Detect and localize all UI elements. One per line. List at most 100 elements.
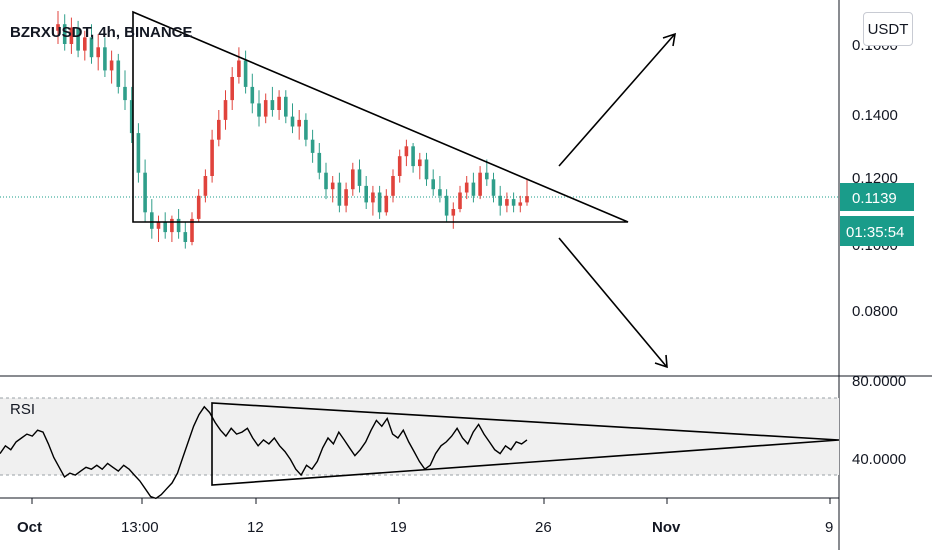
candle-body — [478, 172, 482, 196]
candle-body — [284, 96, 288, 117]
candle-body — [505, 199, 509, 206]
candle-body — [203, 176, 208, 196]
candle-body — [424, 159, 429, 180]
candle-body — [156, 222, 161, 229]
candle-body — [411, 146, 415, 167]
candle-body — [310, 139, 315, 153]
candle-body — [196, 195, 201, 219]
candle-body — [56, 24, 60, 31]
candle-body — [404, 146, 409, 157]
candle-body — [257, 103, 261, 117]
candle-body — [96, 47, 100, 58]
candle-body — [391, 176, 395, 196]
candle-body — [418, 159, 422, 167]
candle-body — [89, 37, 94, 58]
time-axis[interactable]: Oct 13:00 12 19 26 Nov 9 — [17, 498, 833, 536]
candle-body — [143, 172, 147, 213]
candle-body — [444, 195, 449, 216]
candle-body — [511, 199, 516, 206]
rsi-line — [0, 405, 528, 500]
price-axis[interactable]: 0.1600 0.1400 0.1200 0.1000 0.0800 — [852, 37, 898, 320]
candle-body — [451, 209, 456, 216]
candle-body — [297, 119, 301, 127]
candle-body — [330, 182, 335, 190]
candle-body — [270, 100, 275, 110]
candle-body — [123, 86, 127, 101]
chart-title: BZRXUSDT, 4h, BINANCE — [10, 24, 193, 41]
breakout-up-arrow[interactable] — [558, 32, 677, 167]
candle-body — [337, 182, 342, 206]
candle-body — [277, 96, 281, 110]
candle-body — [464, 182, 469, 193]
currency-button[interactable]: USDT — [863, 12, 913, 46]
candle-body — [150, 212, 154, 229]
svg-text:0.1139: 0.1139 — [852, 190, 897, 207]
candle-body — [136, 133, 141, 173]
candle-body — [230, 77, 234, 101]
price-tick-label: 0.1400 — [852, 107, 898, 124]
candle-body — [163, 222, 167, 233]
rsi-triangle-drawing[interactable] — [211, 402, 840, 486]
candle-body — [525, 196, 529, 203]
candle-body — [183, 232, 188, 242]
candle-body — [223, 100, 228, 120]
descending-triangle-drawing[interactable] — [132, 10, 629, 223]
price-tick-label: 0.1200 — [852, 170, 898, 187]
candle-body — [263, 100, 268, 117]
candle-body — [176, 218, 181, 233]
candle-body — [498, 195, 502, 206]
candle-body — [317, 152, 322, 173]
candle-body — [324, 172, 328, 190]
candle-body — [485, 172, 489, 180]
candle-body — [397, 156, 402, 176]
bar-countdown-label: 01:35:54 — [840, 216, 914, 246]
candle-body — [62, 24, 67, 44]
time-tick-label: 19 — [390, 519, 407, 536]
time-tick-label: 13:00 — [121, 519, 159, 536]
candle-body — [217, 119, 221, 140]
candle-body — [250, 86, 255, 104]
candle-body — [129, 100, 134, 134]
candle-body — [431, 179, 435, 190]
candle-body — [243, 60, 248, 87]
time-tick-label: Nov — [652, 519, 681, 536]
candle-body — [83, 37, 87, 51]
candle-body — [491, 179, 496, 196]
candle-body — [438, 189, 442, 196]
rsi-tick-label: 40.0000 — [852, 451, 906, 468]
candle-body — [103, 47, 107, 71]
time-tick-label: 26 — [535, 519, 552, 536]
candle-body — [344, 189, 348, 206]
rsi-indicator-label: RSI — [10, 401, 35, 418]
candle-body — [458, 192, 462, 209]
candle-body — [304, 119, 308, 140]
candle-body — [170, 218, 174, 233]
candle-body — [116, 60, 121, 87]
candle-body — [377, 192, 382, 213]
rsi-axis[interactable]: 80.0000 40.0000 — [852, 373, 906, 468]
candle-body — [351, 169, 355, 190]
breakdown-down-arrow[interactable] — [558, 237, 668, 369]
candle-body — [357, 169, 362, 186]
svg-text:01:35:54: 01:35:54 — [846, 224, 904, 241]
candlestick-series — [56, 11, 529, 249]
time-tick-label: Oct — [17, 519, 42, 536]
candle-body — [518, 202, 523, 206]
candle-body — [210, 139, 214, 176]
candle-body — [364, 185, 368, 203]
candle-body — [109, 60, 114, 71]
candle-body — [190, 218, 194, 242]
time-tick-label: 9 — [825, 519, 833, 536]
candle-body — [471, 182, 476, 196]
candle-body — [69, 27, 74, 44]
price-tick-label: 0.0800 — [852, 303, 898, 320]
rsi-band-background — [0, 398, 839, 475]
rsi-tick-label: 80.0000 — [852, 373, 906, 390]
candle-body — [290, 116, 295, 127]
last-price-label: 0.1139 — [840, 183, 914, 211]
candle-body — [237, 60, 241, 77]
candle-body — [371, 192, 375, 203]
time-tick-label: 12 — [247, 519, 264, 536]
candle-body — [76, 27, 80, 51]
